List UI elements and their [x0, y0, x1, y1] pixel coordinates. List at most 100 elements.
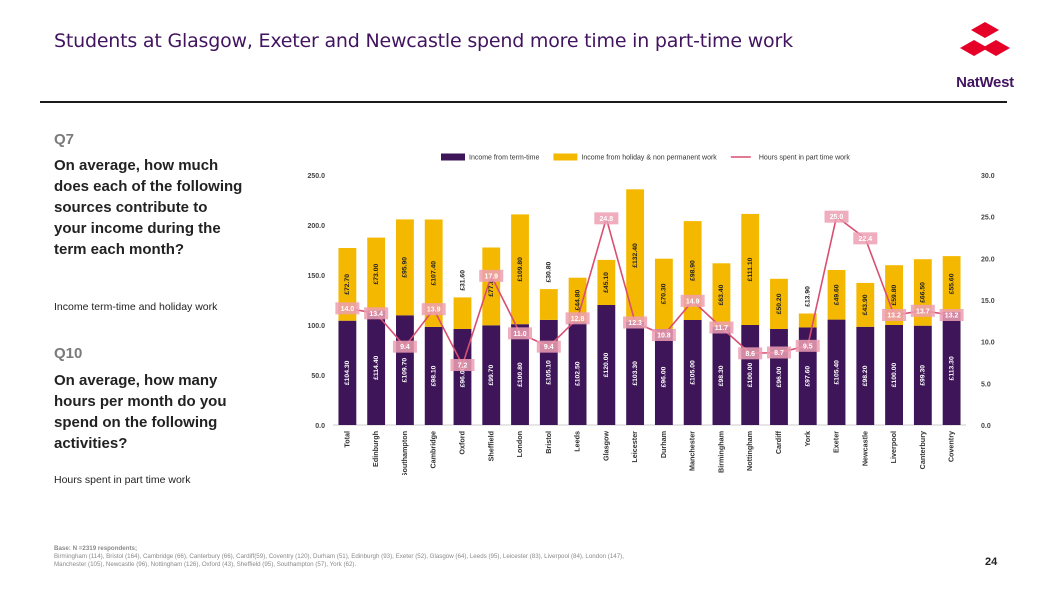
hours-data-label: 11.7: [715, 325, 728, 332]
holiday-work-bar: [568, 277, 587, 323]
hours-data-label: 11.0: [513, 331, 526, 338]
hours-data-label: 17.9: [484, 273, 498, 280]
y-right-tick-label: 5.0: [981, 381, 991, 388]
hours-data-label: 24.8: [600, 216, 614, 223]
hours-data-label: 10.8: [657, 333, 671, 340]
hours-data-label: 14.0: [341, 306, 355, 313]
holiday-work-bar: [597, 259, 616, 305]
question-text-q7: On average, how much does each of the fo…: [54, 157, 243, 258]
page-number: 24: [985, 556, 998, 568]
category-label: Newcastle: [860, 431, 869, 466]
term-time-data-label: £99.70: [488, 365, 495, 386]
term-time-data-label: £98.30: [718, 365, 725, 386]
category-label: Liverpool: [889, 431, 898, 463]
hours-label-box: [565, 312, 590, 325]
hours-data-label: 12.3: [628, 320, 642, 327]
hours-data-label: 13.9: [427, 307, 441, 314]
holiday-work-bar: [770, 278, 788, 329]
question-code-q10: Q10: [54, 345, 83, 362]
question-sub-q10: Hours spent in part time work: [54, 474, 191, 486]
hours-label-box: [508, 327, 533, 340]
natwest-logo: NatWest: [955, 22, 1015, 91]
hours-label-box: [364, 307, 389, 320]
y-right-tick-label: 10.0: [981, 340, 995, 347]
y-left-tick-label: 150.0: [307, 273, 325, 280]
category-label: Sheffield: [486, 431, 495, 461]
category-label: Coventry: [947, 431, 956, 462]
holiday-work-data-label: £13.90: [805, 286, 812, 307]
question-text-q10: On average, how many hours per month do …: [54, 372, 227, 452]
category-label: Exeter: [832, 431, 841, 453]
term-time-bar: [913, 325, 932, 425]
term-time-data-label: £105.40: [833, 360, 840, 385]
term-time-bar: [856, 326, 875, 425]
term-time-bar: [367, 310, 386, 425]
term-time-bar: [338, 320, 357, 425]
hours-label-box: [421, 303, 446, 316]
holiday-work-bar: [827, 270, 846, 320]
holiday-work-bar: [654, 258, 673, 329]
holiday-work-bar: [396, 219, 414, 316]
term-time-bar: [424, 326, 443, 425]
y-left-tick-label: 50.0: [311, 373, 325, 380]
term-time-bar: [885, 325, 903, 425]
term-time-bar: [482, 325, 501, 425]
category-label: Edinburgh: [371, 431, 380, 467]
footnote-base: Base: N =2319 respondents;: [54, 545, 138, 552]
hours-label-box: [910, 304, 935, 317]
holiday-work-data-label: £132.40: [632, 243, 639, 268]
term-time-data-label: £113.30: [948, 356, 955, 380]
y-right-tick-label: 25.0: [981, 215, 995, 222]
term-time-bar: [597, 305, 616, 425]
term-time-data-label: £103.30: [632, 361, 639, 386]
holiday-work-data-label: £30.80: [546, 261, 553, 282]
term-time-data-label: £120.00: [603, 353, 610, 378]
hours-label-box: [882, 309, 907, 321]
category-label: Cardiff: [774, 430, 783, 454]
term-time-bar: [942, 311, 961, 425]
category-label: London: [515, 431, 524, 457]
hours-label-box: [795, 339, 820, 352]
hours-label-box: [680, 294, 705, 307]
holiday-work-data-label: £107.40: [431, 261, 438, 286]
hours-label-box: [651, 329, 676, 341]
hours-data-label: 8.7: [774, 350, 784, 357]
holiday-work-bar: [367, 237, 386, 311]
hours-data-label: 14.9: [686, 298, 700, 305]
term-time-data-label: £97.60: [805, 366, 812, 387]
holiday-work-data-label: £98.90: [689, 260, 696, 281]
term-time-data-label: £102.50: [574, 361, 581, 386]
y-right-tick-label: 20.0: [981, 256, 995, 263]
holiday-work-data-label: £109.80: [517, 257, 524, 282]
term-time-bar: [511, 324, 529, 425]
legend-label: Hours spent in part time work: [759, 155, 851, 162]
term-time-data-label: £104.30: [344, 360, 351, 385]
income-hours-chart: 0.0 50.0 100.0 150.0 200.0 250.0 0.0 5.0 10.0 15.…: [296, 145, 996, 480]
footnote: Base: N =2319 respondents; Birmingham (1…: [54, 545, 774, 569]
hours-data-label: 8.6: [745, 351, 755, 358]
holiday-work-bar: [856, 282, 875, 327]
term-time-data-label: £98.20: [862, 365, 869, 386]
category-label: Durham: [659, 431, 668, 458]
hours-label-box: [738, 347, 763, 360]
holiday-work-data-label: £44.80: [574, 289, 581, 310]
hours-data-label: 13.4: [369, 311, 383, 318]
legend-label: Income from term-time: [469, 155, 540, 162]
term-time-data-label: £105.00: [689, 360, 696, 385]
hours-data-label: 9.4: [400, 344, 410, 351]
y-left-tick-label: 250.0: [307, 173, 325, 180]
holiday-work-bar: [424, 219, 443, 327]
term-time-data-label: £96.00: [661, 366, 668, 387]
term-time-bar: [827, 319, 846, 425]
holiday-work-bar: [511, 214, 529, 325]
legend-label: Income from holiday & non permanent work: [581, 155, 717, 162]
holiday-work-data-label: £63.40: [718, 284, 725, 305]
category-label: Oxford: [457, 431, 466, 455]
holiday-work-data-label: £59.80: [891, 284, 898, 305]
hours-label-box: [450, 359, 475, 371]
term-time-data-label: £98.10: [431, 365, 438, 386]
holiday-work-data-label: £55.60: [948, 273, 955, 294]
hours-label-box: [623, 316, 648, 329]
category-label: Nottingham: [745, 431, 754, 471]
hours-data-label: 13.7: [916, 308, 930, 315]
